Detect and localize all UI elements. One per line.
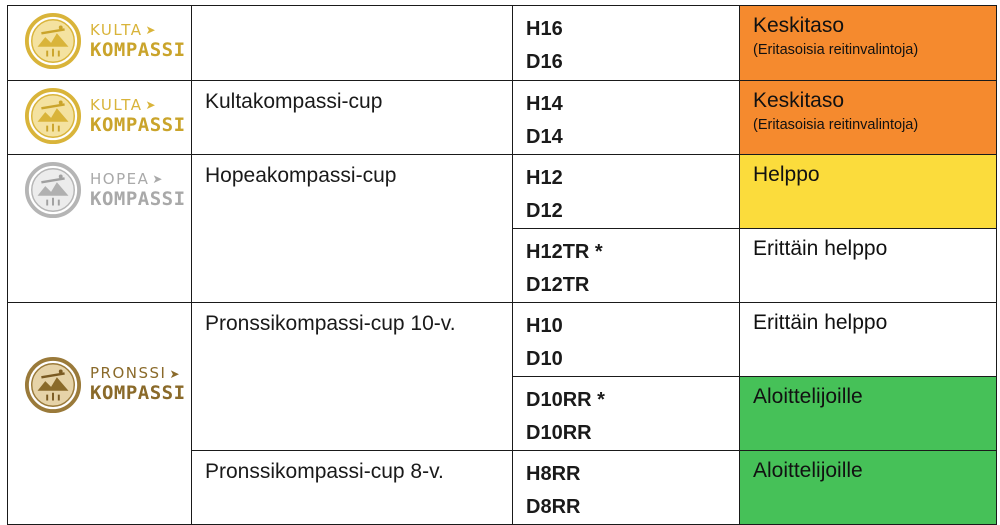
compass-medal-icon <box>24 161 82 219</box>
cup-table: KULTA ➤ KOMPASSI H16 D16 Keskitaso (Erit… <box>7 5 997 525</box>
logo-top-text: PRONSSI <box>90 364 167 382</box>
level-cell: Keskitaso (Eritasoisia reitinvalintoja) <box>739 80 997 155</box>
class-label: H14 <box>526 93 563 115</box>
class-label: H12 <box>526 167 563 189</box>
class-label: D10 <box>526 348 563 370</box>
class-label: D12 <box>526 200 563 222</box>
table-row: HOPEA ➤ KOMPASSI Hopeakompassi-cup H12 D… <box>7 154 997 303</box>
level-label: Keskitaso <box>753 14 845 37</box>
arrow-right-icon: ➤ <box>145 98 158 112</box>
logo-top-text: HOPEA <box>90 169 150 188</box>
logo-bottom-text: KOMPASSI <box>90 187 186 210</box>
compass-medal-icon <box>24 356 82 413</box>
table-row: KULTA ➤ KOMPASSI Kultakompassi-cup H14 D… <box>7 80 997 155</box>
logo-top-text: KULTA <box>90 20 143 39</box>
level-cell: Erittäin helppo <box>739 228 997 303</box>
class-cell: H12 D12 <box>512 154 740 229</box>
logo-top-text: KULTA <box>90 95 143 114</box>
table-row: KULTA ➤ KOMPASSI H16 D16 Keskitaso (Erit… <box>7 5 997 81</box>
logo-cell: PRONSSI ➤ KOMPASSI <box>7 302 192 525</box>
logo-cell: KULTA ➤ KOMPASSI <box>7 80 192 155</box>
table-row: D10RR * D10RR Aloittelijoille <box>8 376 997 451</box>
cup-cell: Hopeakompassi-cup <box>191 154 513 303</box>
cup-name <box>192 6 512 15</box>
kultakompassi-logo: KULTA ➤ KOMPASSI <box>8 81 191 145</box>
class-cell: H16 D16 <box>512 5 740 81</box>
class-label: H16 <box>526 18 563 40</box>
level-label: Erittäin helppo <box>753 237 888 260</box>
level-label: Keskitaso <box>753 89 845 112</box>
class-label: D10RR <box>526 422 592 444</box>
level-label: Aloittelijoille <box>753 459 863 482</box>
cup-name: Kultakompassi-cup <box>205 90 383 113</box>
arrow-right-icon: ➤ <box>152 172 164 186</box>
level-cell: Keskitaso (Eritasoisia reitinvalintoja) <box>739 5 997 81</box>
class-label: D16 <box>526 51 563 73</box>
arrow-right-icon: ➤ <box>145 23 158 37</box>
level-note: (Eritasoisia reitinvalintoja) <box>753 117 919 133</box>
level-cell: Erittäin helppo <box>739 302 997 377</box>
kultakompassi-logo: KULTA ➤ KOMPASSI <box>8 6 191 70</box>
cup-class-table: KULTA ➤ KOMPASSI H16 D16 Keskitaso (Erit… <box>7 5 997 525</box>
class-label: H12TR * <box>526 241 603 263</box>
compass-medal-icon <box>24 12 82 70</box>
level-cell: Aloittelijoille <box>739 376 997 451</box>
class-cell: H10 D10 <box>512 302 740 377</box>
class-label: D12TR <box>526 274 590 296</box>
level-label: Helppo <box>753 163 820 186</box>
logo-bottom-text: KOMPASSI <box>90 113 186 136</box>
level-cell: Aloittelijoille <box>739 450 997 525</box>
table-row: PRONSSI ➤ KOMPASSI Pronssikompassi-cup 1… <box>7 302 997 525</box>
hopeakompassi-logo: HOPEA ➤ KOMPASSI <box>8 155 191 219</box>
level-cell: Helppo <box>739 154 997 229</box>
logo-cell: KULTA ➤ KOMPASSI <box>7 5 192 81</box>
cup-cell <box>191 5 513 81</box>
pronssikompassi-logo: PRONSSI ➤ KOMPASSI <box>8 356 191 472</box>
level-label: Erittäin helppo <box>753 311 888 334</box>
cup-cell: Pronssikompassi-cup 10-v. <box>191 302 513 451</box>
class-label: H10 <box>526 315 563 337</box>
cup-cell: Kultakompassi-cup <box>191 80 513 155</box>
class-cell: H8RR D8RR <box>512 450 740 525</box>
class-cell: H14 D14 <box>512 80 740 155</box>
class-label: H8RR <box>526 463 581 485</box>
level-note: (Eritasoisia reitinvalintoja) <box>753 42 919 58</box>
class-cell: D10RR * D10RR <box>512 376 740 451</box>
level-label: Aloittelijoille <box>753 385 863 408</box>
logo-bottom-text: KOMPASSI <box>90 382 186 404</box>
compass-medal-icon <box>24 87 82 145</box>
cup-name: Pronssikompassi-cup 8-v. <box>205 460 444 483</box>
logo-cell: HOPEA ➤ KOMPASSI <box>7 154 192 303</box>
class-label: D14 <box>526 126 563 148</box>
class-label: D8RR <box>526 496 581 518</box>
cup-name: Hopeakompassi-cup <box>205 164 397 187</box>
arrow-right-icon: ➤ <box>169 366 182 381</box>
cup-cell: Pronssikompassi-cup 8-v. <box>191 450 513 525</box>
cup-name: Pronssikompassi-cup 10-v. <box>205 312 456 335</box>
class-cell: H12TR * D12TR <box>512 228 740 303</box>
class-label: D10RR * <box>526 389 605 411</box>
logo-bottom-text: KOMPASSI <box>90 38 186 61</box>
